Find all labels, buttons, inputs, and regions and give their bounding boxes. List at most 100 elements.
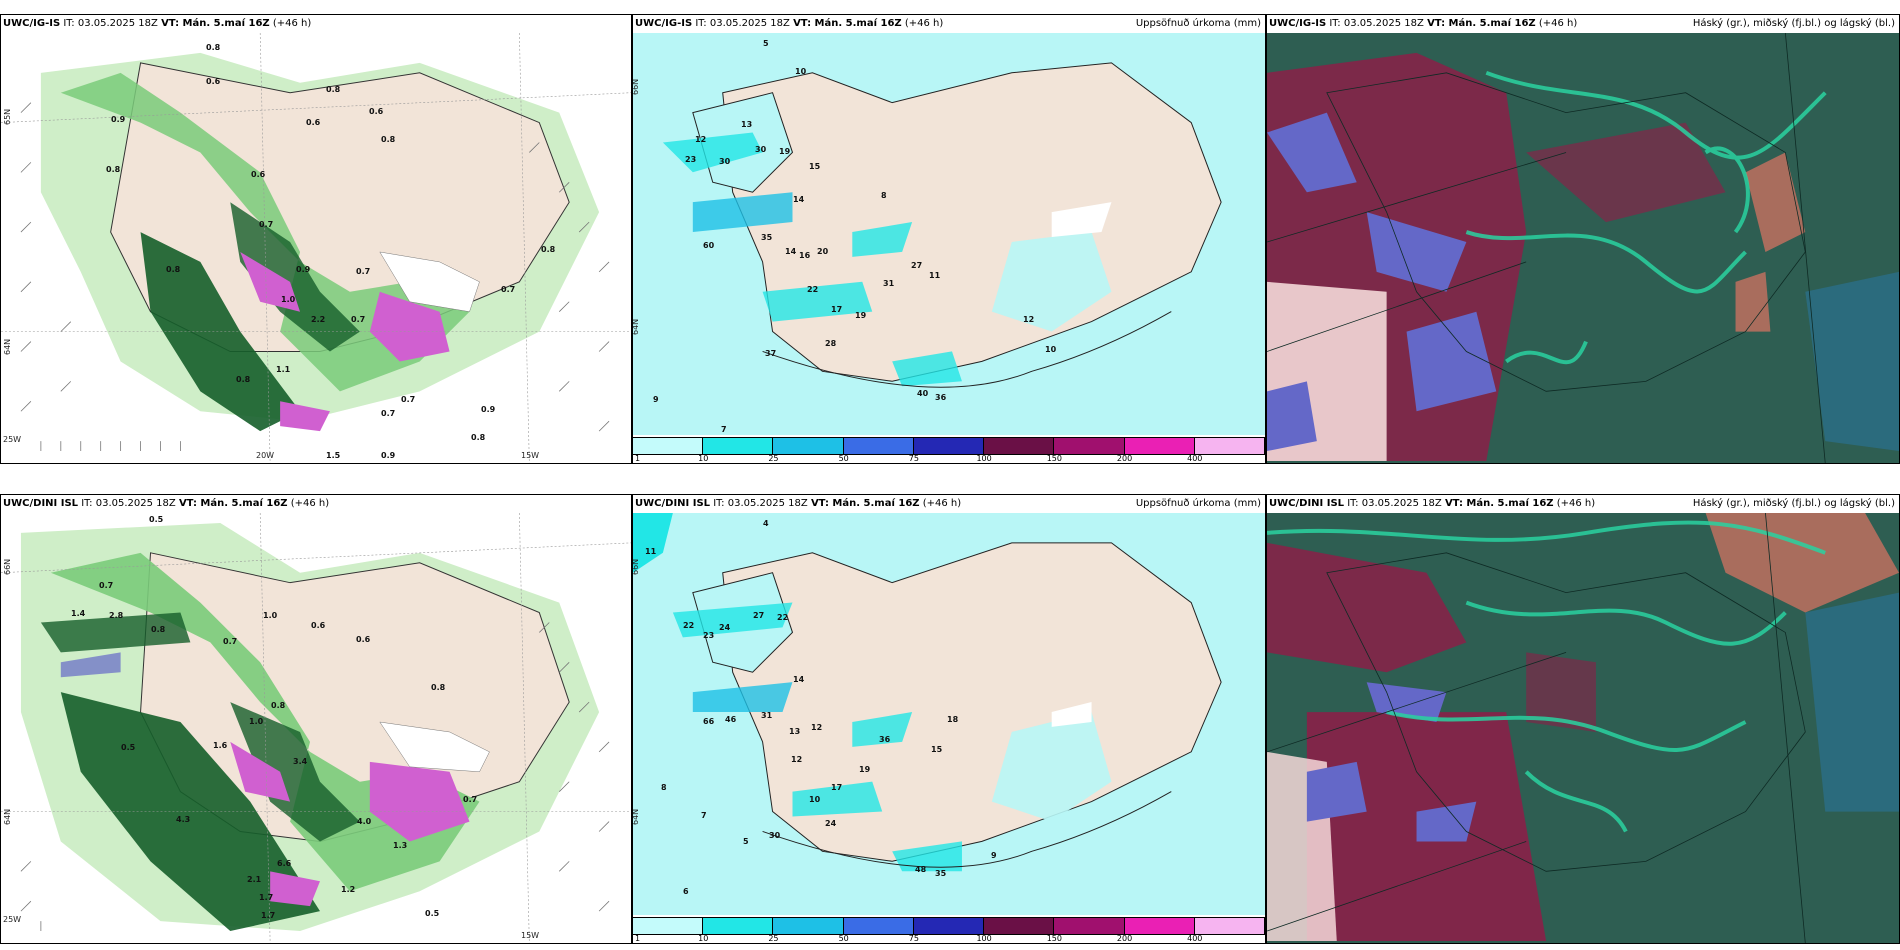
colorbar-swatch [703, 918, 774, 934]
row1-wind-value: 0.6 [306, 118, 321, 127]
row2-wind-value: 0.7 [223, 637, 238, 646]
row2-precip-value: 23 [703, 631, 715, 640]
row1-wind-value: 0.6 [206, 77, 221, 86]
colorbar-swatch [984, 918, 1055, 934]
row2-colorbar-ticks: 1 10 25 50 75 100 150 200 400 [633, 934, 1265, 943]
row2-wind-value: 0.6 [356, 635, 371, 644]
row2-precip-value: 48 [915, 865, 927, 874]
row2-cloud-map [1267, 513, 1899, 943]
row2-wind-value: 4.0 [357, 817, 372, 826]
colorbar-swatch [1124, 918, 1195, 934]
row1-wind-value: 0.8 [381, 135, 396, 144]
row1-precip-lat-top: 66N [632, 78, 640, 95]
row1-precip-value: 10 [795, 67, 807, 76]
colorbar-swatch [633, 438, 704, 454]
row2-wind-value: 0.7 [463, 795, 478, 804]
row2-wind-value: 1.0 [249, 717, 264, 726]
row2-precip-value: 14 [793, 675, 805, 684]
colorbar-tick-label: 1 [635, 454, 641, 463]
row1-wind-value: 0.8 [541, 245, 556, 254]
colorbar-swatch [913, 918, 985, 934]
row1-precip-value: 60 [703, 241, 715, 250]
row1-wind-value: 0.7 [381, 409, 396, 418]
colorbar-tick-label: 10 [698, 934, 709, 943]
row1-lat-mid: 64N [3, 338, 12, 355]
row2-wind-value: 4.3 [176, 815, 191, 824]
row2-precip-lat-top: 66N [632, 558, 640, 575]
row2-wind-value: 0.5 [121, 743, 136, 752]
row2-wind-value: 0.7 [99, 581, 114, 590]
row2-precip-value: 11 [645, 547, 657, 556]
row2-precip-value: 18 [947, 715, 959, 724]
row1-wind-value: 0.6 [251, 170, 266, 179]
row1-precip-value: 22 [807, 285, 819, 294]
row2-precip-value: 22 [683, 621, 695, 630]
colorbar-tick-label: 1 [635, 934, 641, 943]
row2-precip-value: 12 [791, 755, 803, 764]
colorbar-tick-label: 200 [1116, 454, 1133, 463]
row1-precip-value: 27 [911, 261, 923, 270]
row2-cloud-title: UWC/DINI ISL IT: 03.05.2025 18Z VT: Mán.… [1269, 498, 1596, 509]
row1-precip-value: 16 [799, 251, 811, 260]
row2-wind-value: 6.6 [277, 859, 292, 868]
row1-wind-value: 0.9 [296, 265, 311, 274]
colorbar-swatch [1054, 438, 1125, 454]
row1-wind-value: 0.7 [356, 267, 371, 276]
row2-wind-value: 1.7 [261, 911, 276, 920]
colorbar-swatch [843, 438, 914, 454]
row2-wind-value: 1.6 [213, 741, 228, 750]
colorbar-tick-label: 25 [768, 934, 779, 943]
row2-lon-left: 25W [3, 915, 22, 924]
colorbar-swatch [913, 438, 985, 454]
colorbar-tick-label: 10 [698, 454, 709, 463]
row1-precip-value: 5 [763, 39, 769, 48]
row1-wind-panel: UWC/IG-IS IT: 03.05.2025 18Z VT: Mán. 5.… [0, 14, 632, 464]
row1-wind-value: 0.7 [501, 285, 516, 294]
colorbar-swatch [1194, 438, 1265, 454]
row1-precip-value: 12 [695, 135, 707, 144]
row1-wind-title: UWC/IG-IS IT: 03.05.2025 18Z VT: Mán. 5.… [3, 18, 312, 29]
colorbar-swatch [633, 918, 704, 934]
colorbar-tick-label: 400 [1187, 454, 1203, 463]
row2-wind-value: 0.8 [151, 625, 166, 634]
row2-precip-panel: UWC/DINI ISL IT: 03.05.2025 18Z VT: Mán.… [632, 494, 1266, 944]
row1-precip-value: 9 [653, 395, 659, 404]
row1-wind-value: 0.8 [236, 375, 251, 384]
row2-precip-value: 66 [703, 717, 715, 726]
row2-cloud-panel: UWC/DINI ISL IT: 03.05.2025 18Z VT: Mán.… [1266, 494, 1900, 944]
row1-wind-value: 2.2 [311, 315, 326, 324]
row1-wind-value: 1.1 [276, 365, 291, 374]
row2-precip-value: 15 [931, 745, 943, 754]
colorbar-swatch [1054, 918, 1125, 934]
row1-wind-value: 0.8 [471, 433, 486, 442]
colorbar-swatch [773, 438, 844, 454]
row2-wind-value: 0.5 [149, 515, 164, 524]
row2-precip-value: 31 [761, 711, 773, 720]
row1-precip-value: 12 [1023, 315, 1035, 324]
row1-precip-value: 23 [685, 155, 697, 164]
row2-wind-value: 3.4 [293, 757, 308, 766]
colorbar-swatch [1124, 438, 1195, 454]
row1-precip-value: 13 [741, 120, 753, 129]
row1-precip-value: 14 [785, 247, 797, 256]
row2-precip-value: 27 [753, 611, 765, 620]
row1-precip-value: 35 [761, 233, 773, 242]
row1-precip-panel: UWC/IG-IS IT: 03.05.2025 18Z VT: Mán. 5.… [632, 14, 1266, 464]
row2-wind-value: 1.7 [259, 893, 274, 902]
row2-precip-value: 5 [743, 837, 749, 846]
row1-lon-right: 15W [521, 451, 540, 460]
row1-precip-lat-mid: 64N [632, 318, 640, 335]
row1-precip-value: 11 [929, 271, 941, 280]
row1-precip-value: 20 [817, 247, 829, 256]
row2-precip-value: 24 [719, 623, 731, 632]
row2-lat-mid: 64N [3, 808, 12, 825]
row2-colorbar-swatches [633, 917, 1265, 935]
colorbar-tick-label: 150 [1046, 454, 1062, 463]
colorbar-swatch [773, 918, 844, 934]
row1-precip-legend-title: Uppsöfnuð úrkoma (mm) [1135, 18, 1261, 29]
colorbar-tick-label: 75 [908, 454, 919, 463]
row1-precip-value: 8 [881, 191, 887, 200]
row1-precip-map [633, 33, 1265, 435]
row1-wind-value: 0.7 [401, 395, 416, 404]
colorbar-swatch [984, 438, 1055, 454]
